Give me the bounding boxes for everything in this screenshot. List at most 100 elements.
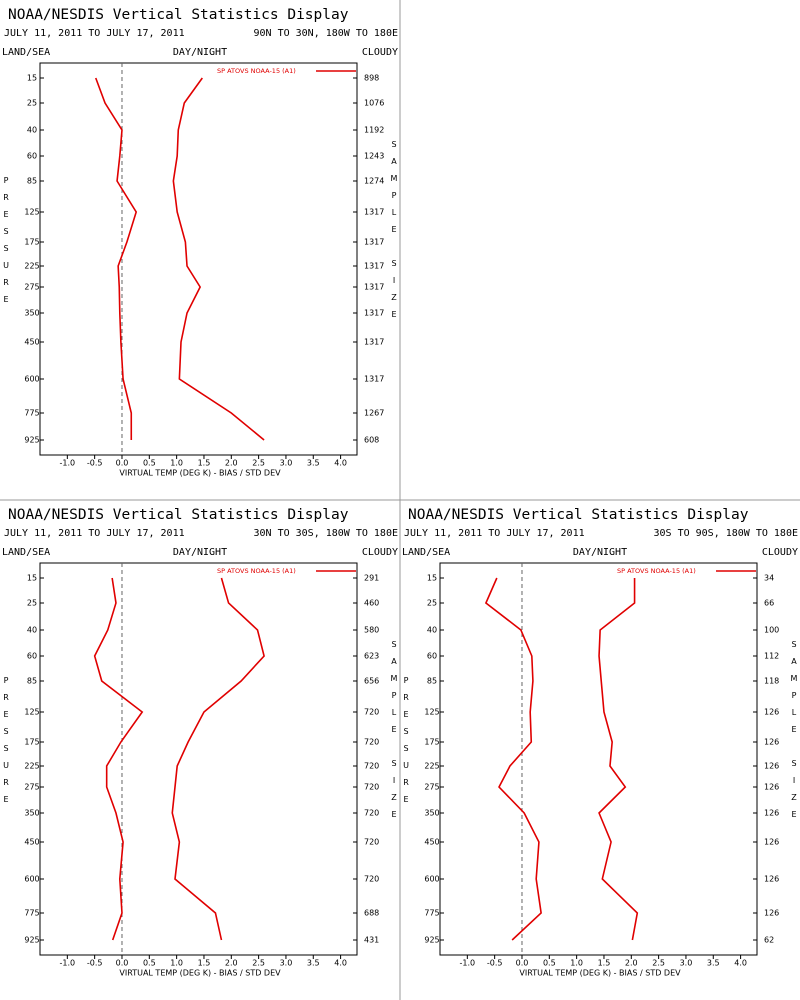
date-range: JULY 11, 2011 TO JULY 17, 2011 xyxy=(4,528,185,539)
y-tick-label: 225 xyxy=(424,762,439,771)
x-tick-label: 3.5 xyxy=(307,959,320,968)
x-tick-label: 1.0 xyxy=(570,959,583,968)
y-tick-label: 175 xyxy=(424,738,439,747)
region: 30S TO 90S, 180W TO 180E xyxy=(654,528,799,539)
x-tick-label: 0.0 xyxy=(516,959,529,968)
x-axis-label: VIRTUAL TEMP (DEG K) - BIAS / STD DEV xyxy=(119,469,281,478)
sample-size-label: 126 xyxy=(764,762,779,771)
x-tick-label: 4.0 xyxy=(734,959,747,968)
x-tick-label: -0.5 xyxy=(87,459,103,468)
sample-size-label: 431 xyxy=(364,936,379,945)
y-tick-label: 60 xyxy=(27,152,37,161)
sample-size-label: 1267 xyxy=(364,409,384,418)
x-tick-label: 0.5 xyxy=(143,459,156,468)
x-tick-label: 3.0 xyxy=(280,959,293,968)
sample-size-label: 34 xyxy=(764,574,774,583)
sample-size-label: 623 xyxy=(364,652,379,661)
y-tick-label: 125 xyxy=(424,708,439,717)
sample-size-label: 291 xyxy=(364,574,379,583)
y-tick-label: 600 xyxy=(24,875,39,884)
x-axis-label: VIRTUAL TEMP (DEG K) - BIAS / STD DEV xyxy=(519,969,681,978)
x-tick-label: 1.0 xyxy=(170,959,183,968)
x-tick-label: 3.5 xyxy=(707,959,720,968)
x-tick-label: 4.0 xyxy=(334,459,347,468)
time-label: DAY/NIGHT xyxy=(173,547,227,558)
y-tick-label: 775 xyxy=(24,909,39,918)
title: NOAA/NESDIS Vertical Statistics Display xyxy=(8,7,349,23)
sample-size-label: 1317 xyxy=(364,238,384,247)
sample-size-label: 62 xyxy=(764,936,774,945)
sky-label: CLOUDY xyxy=(762,547,798,558)
y-tick-label: 275 xyxy=(24,783,39,792)
chart-panel: NOAA/NESDIS Vertical Statistics Display J… xyxy=(2,507,399,978)
y-tick-label: 40 xyxy=(27,126,37,135)
y-axis-label: PRESSURE xyxy=(2,676,11,812)
y-tick-label: 225 xyxy=(24,762,39,771)
x-tick-label: -0.5 xyxy=(87,959,103,968)
x-tick-label: 2.0 xyxy=(225,459,238,468)
x-tick-label: 0.0 xyxy=(116,459,129,468)
sample-size-label: 720 xyxy=(364,838,379,847)
sample-size-label: 1317 xyxy=(364,309,384,318)
title: NOAA/NESDIS Vertical Statistics Display xyxy=(408,507,749,523)
sample-size-label: 720 xyxy=(364,708,379,717)
legend-label: SP ATOVS NOAA-15 (A1) xyxy=(617,567,696,575)
sample-size-label: 688 xyxy=(364,909,379,918)
x-tick-label: 1.5 xyxy=(598,959,611,968)
x-tick-label: 2.0 xyxy=(625,959,638,968)
y-tick-label: 15 xyxy=(427,574,437,583)
y-tick-label: 25 xyxy=(27,599,37,608)
y2-axis-label: SAMPLE SIZE xyxy=(790,640,799,827)
sample-size-label: 1317 xyxy=(364,338,384,347)
y-tick-label: 15 xyxy=(27,574,37,583)
y-tick-label: 775 xyxy=(24,409,39,418)
y-tick-label: 450 xyxy=(424,838,439,847)
x-tick-label: 2.5 xyxy=(652,959,665,968)
surface-label: LAND/SEA xyxy=(2,47,50,58)
y-tick-label: 125 xyxy=(24,208,39,217)
sample-size-label: 1317 xyxy=(364,208,384,217)
sample-size-label: 100 xyxy=(764,626,779,635)
sample-size-label: 126 xyxy=(764,809,779,818)
sample-size-label: 720 xyxy=(364,762,379,771)
x-tick-label: 3.0 xyxy=(680,959,693,968)
y-tick-label: 85 xyxy=(427,677,437,686)
sample-size-label: 608 xyxy=(364,436,379,445)
x-tick-label: 3.0 xyxy=(280,459,293,468)
y-tick-label: 275 xyxy=(424,783,439,792)
sample-size-label: 66 xyxy=(764,599,774,608)
y-tick-label: 600 xyxy=(424,875,439,884)
sample-size-label: 1243 xyxy=(364,152,384,161)
y-tick-label: 275 xyxy=(24,283,39,292)
sample-size-label: 1076 xyxy=(364,99,384,108)
x-axis-label: VIRTUAL TEMP (DEG K) - BIAS / STD DEV xyxy=(119,969,281,978)
sample-size-label: 720 xyxy=(364,738,379,747)
y-tick-label: 15 xyxy=(27,74,37,83)
chart-panel: NOAA/NESDIS Vertical Statistics Display J… xyxy=(2,7,399,478)
plot-frame xyxy=(439,562,758,956)
sample-size-label: 656 xyxy=(364,677,379,686)
y-tick-label: 600 xyxy=(24,375,39,384)
x-tick-label: 0.5 xyxy=(143,959,156,968)
y-tick-label: 925 xyxy=(424,936,439,945)
y-tick-label: 25 xyxy=(27,99,37,108)
y-tick-label: 925 xyxy=(24,936,39,945)
plot-frame xyxy=(39,62,358,456)
date-range: JULY 11, 2011 TO JULY 17, 2011 xyxy=(404,528,585,539)
x-tick-label: 2.5 xyxy=(252,459,265,468)
x-tick-label: 4.0 xyxy=(334,959,347,968)
sample-size-label: 1317 xyxy=(364,283,384,292)
std-dev-line xyxy=(171,577,265,941)
sample-size-label: 720 xyxy=(364,809,379,818)
y-tick-label: 175 xyxy=(24,238,39,247)
title: NOAA/NESDIS Vertical Statistics Display xyxy=(8,507,349,523)
x-tick-label: 2.5 xyxy=(252,959,265,968)
y-tick-label: 25 xyxy=(427,599,437,608)
time-label: DAY/NIGHT xyxy=(173,47,227,58)
y-tick-label: 225 xyxy=(24,262,39,271)
y-axis-label: PRESSURE xyxy=(402,676,411,812)
legend-label: SP ATOVS NOAA-15 (A1) xyxy=(217,67,296,75)
sample-size-label: 1317 xyxy=(364,262,384,271)
sample-size-label: 720 xyxy=(364,875,379,884)
